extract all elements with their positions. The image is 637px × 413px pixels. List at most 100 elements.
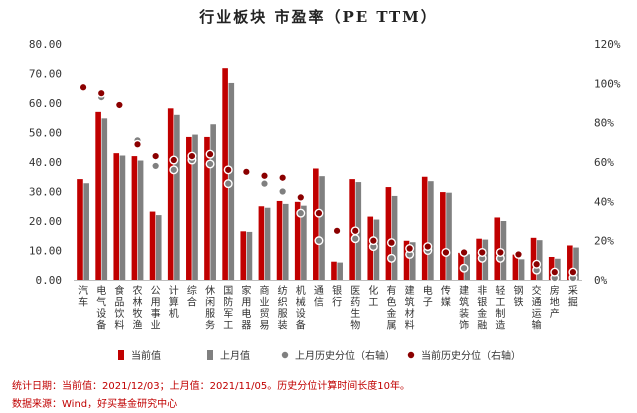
dot-current-percentile bbox=[477, 247, 487, 257]
axis-layer: 0.00 10.00 20.00 30.00 40.00 50.00 60.00 70.00 8… bbox=[29, 38, 621, 332]
dot-current-percentile bbox=[387, 238, 397, 248]
x-category-label: 公用事业 bbox=[151, 286, 161, 332]
bar-last-month bbox=[119, 155, 126, 280]
dot-current-percentile bbox=[550, 267, 560, 277]
bar-current bbox=[494, 217, 501, 280]
y-right-tick-label: 60% bbox=[594, 156, 614, 169]
y-left-tick-label: 20.00 bbox=[29, 215, 62, 228]
bar-last-month bbox=[210, 124, 216, 281]
dot-current-percentile bbox=[223, 165, 233, 175]
x-category-label: 家用电器 bbox=[241, 284, 251, 332]
bar-current bbox=[403, 240, 410, 280]
bar-last-month bbox=[573, 247, 579, 280]
bar-current bbox=[131, 156, 138, 280]
bar-last-month bbox=[428, 181, 434, 280]
bar-current bbox=[313, 168, 319, 280]
bar-current bbox=[421, 176, 428, 280]
bar-last-month bbox=[337, 262, 343, 280]
dot-current-percentile bbox=[514, 249, 524, 259]
dot-last-month-percentile bbox=[387, 253, 397, 263]
bar-last-month bbox=[83, 183, 89, 280]
bar-current bbox=[385, 187, 392, 280]
x-category-label: 纺织服装 bbox=[278, 284, 288, 332]
x-category-label: 房地产 bbox=[550, 284, 560, 320]
legend-label: 当前值 bbox=[131, 349, 161, 362]
y-left-tick-label: 10.00 bbox=[29, 245, 62, 258]
bar-current bbox=[113, 153, 120, 280]
bar-current bbox=[567, 245, 573, 280]
dot-current-percentile bbox=[114, 100, 124, 110]
dot-current-percentile bbox=[151, 151, 161, 161]
dot-current-percentile bbox=[205, 149, 215, 159]
x-category-label: 综合 bbox=[187, 284, 197, 309]
dot-last-month-percentile bbox=[314, 236, 324, 246]
bar-current bbox=[204, 136, 210, 280]
legend-label: 当前历史分位（右轴） bbox=[421, 349, 521, 362]
source-note: 数据来源：Wind，好买基金研究中心 bbox=[12, 399, 178, 410]
bar-current bbox=[530, 237, 537, 280]
y-right-tick-label: 100% bbox=[594, 77, 621, 90]
stat-date-note: 统计日期：当前值：2021/12/03；上月值：2021/11/05。历史分位计… bbox=[12, 381, 410, 392]
x-category-label: 钢铁 bbox=[514, 284, 524, 309]
y-right-tick-label: 40% bbox=[594, 195, 614, 208]
bars-layer bbox=[77, 68, 579, 281]
x-category-label: 传媒 bbox=[441, 285, 451, 309]
x-category-label: 轻工制造 bbox=[495, 284, 505, 332]
dot-last-month-percentile bbox=[151, 161, 161, 171]
bar-last-month bbox=[319, 176, 325, 280]
bar-current bbox=[294, 201, 301, 280]
bar-last-month bbox=[409, 242, 416, 280]
bar-last-month bbox=[264, 207, 271, 280]
bar-current bbox=[258, 206, 265, 280]
dot-current-percentile bbox=[495, 247, 505, 257]
dot-current-percentile bbox=[169, 155, 179, 165]
dot-current-percentile bbox=[132, 139, 142, 149]
legend-label: 上月值 bbox=[220, 349, 250, 362]
dot-current-percentile bbox=[332, 226, 342, 236]
y-right-tick-label: 120% bbox=[594, 38, 621, 51]
bar-last-month bbox=[282, 203, 289, 280]
bar-current bbox=[440, 192, 446, 280]
bar-last-month bbox=[137, 160, 144, 280]
dot-last-month-percentile bbox=[205, 159, 215, 169]
dot-current-percentile bbox=[96, 88, 106, 98]
dots-layer bbox=[78, 82, 578, 283]
x-category-label: 银行 bbox=[332, 284, 342, 309]
bar-current bbox=[548, 256, 555, 280]
y-left-tick-label: 50.00 bbox=[29, 127, 62, 140]
y-right-tick-label: 20% bbox=[594, 235, 614, 248]
dot-current-percentile bbox=[532, 259, 542, 269]
x-category-label: 商业贸易 bbox=[260, 284, 270, 332]
y-right-tick-label: 0% bbox=[594, 274, 608, 287]
bar-current bbox=[331, 261, 337, 280]
x-category-label: 汽车 bbox=[78, 284, 88, 309]
x-category-label: 通信 bbox=[314, 285, 324, 309]
dot-current-percentile bbox=[314, 208, 324, 218]
x-category-label: 食品饮料 bbox=[114, 284, 124, 332]
y-left-tick-label: 40.00 bbox=[29, 156, 62, 169]
bar-last-month bbox=[391, 195, 398, 280]
bar-current bbox=[240, 231, 247, 280]
y-left-tick-label: 60.00 bbox=[29, 97, 62, 110]
x-category-label: 化工 bbox=[368, 284, 378, 309]
bar-current bbox=[186, 136, 192, 280]
bar-last-month bbox=[155, 215, 162, 280]
dot-last-month-percentile bbox=[223, 179, 233, 189]
dot-current-percentile bbox=[568, 267, 578, 277]
dot-last-month-percentile bbox=[350, 234, 360, 244]
x-category-label: 机械设备 bbox=[296, 284, 306, 332]
bar-current bbox=[512, 254, 519, 280]
x-category-label: 国防军工 bbox=[223, 285, 233, 332]
dot-current-percentile bbox=[441, 247, 451, 257]
y-right-tick-label: 80% bbox=[594, 117, 614, 130]
bar-current bbox=[222, 68, 228, 280]
legend-swatch bbox=[207, 350, 213, 360]
bar-last-month bbox=[518, 259, 525, 280]
x-category-label: 电子 bbox=[423, 284, 433, 309]
x-category-label: 交通运输 bbox=[532, 284, 542, 332]
bar-current bbox=[149, 211, 156, 280]
dot-last-month-percentile bbox=[459, 263, 469, 273]
bar-last-month bbox=[301, 205, 307, 280]
x-category-label: 采掘 bbox=[568, 285, 578, 309]
